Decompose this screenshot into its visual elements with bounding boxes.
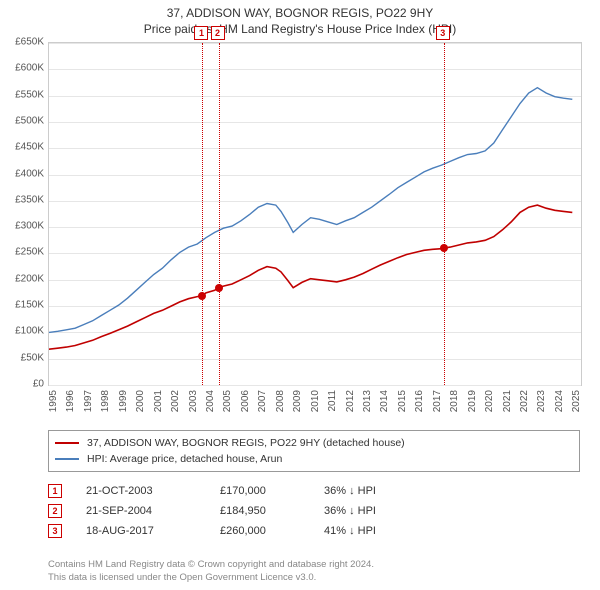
x-axis-tick-label: 2019	[467, 390, 478, 412]
sale-marker-label: 2	[211, 26, 225, 40]
x-axis-tick-label: 2008	[275, 390, 286, 412]
sale-row-marker: 2	[48, 504, 62, 518]
x-axis-tick-label: 2024	[554, 390, 565, 412]
sale-date: 21-SEP-2004	[86, 505, 196, 517]
x-axis-tick-label: 1996	[65, 390, 76, 412]
series-line-price_paid	[49, 205, 572, 349]
series-line-hpi	[49, 88, 572, 333]
x-axis-tick-label: 2012	[345, 390, 356, 412]
footer-line-1: Contains HM Land Registry data © Crown c…	[48, 558, 580, 571]
sale-row-marker: 1	[48, 484, 62, 498]
sale-price: £170,000	[220, 485, 300, 497]
sale-marker-dot	[440, 244, 448, 252]
sale-marker-vline	[202, 43, 203, 385]
sale-row: 1 21-OCT-2003 £170,000 36% ↓ HPI	[48, 484, 580, 498]
legend-row: HPI: Average price, detached house, Arun	[55, 451, 573, 467]
x-axis-tick-label: 2013	[362, 390, 373, 412]
x-axis-tick-label: 2020	[484, 390, 495, 412]
chart-title-address: 37, ADDISON WAY, BOGNOR REGIS, PO22 9HY	[0, 6, 600, 20]
chart-plot-area	[48, 42, 582, 386]
x-axis-tick-label: 2004	[205, 390, 216, 412]
x-axis-tick-label: 2007	[257, 390, 268, 412]
legend-swatch	[55, 458, 79, 460]
x-axis-tick-label: 2011	[327, 390, 338, 412]
sale-row-marker: 3	[48, 524, 62, 538]
y-axis-tick-label: £50K	[4, 352, 44, 363]
x-axis-tick-label: 2006	[240, 390, 251, 412]
x-axis-tick-label: 2003	[188, 390, 199, 412]
x-axis-tick-label: 2015	[397, 390, 408, 412]
x-axis-tick-label: 2025	[571, 390, 582, 412]
y-axis-tick-label: £100K	[4, 326, 44, 337]
x-axis-tick-label: 1997	[83, 390, 94, 412]
y-axis-tick-label: £250K	[4, 247, 44, 258]
y-axis-tick-label: £150K	[4, 300, 44, 311]
series-svg	[49, 43, 581, 385]
sale-price: £260,000	[220, 525, 300, 537]
y-axis-tick-label: £200K	[4, 273, 44, 284]
gridline-h	[49, 385, 581, 386]
x-axis-tick-label: 2009	[292, 390, 303, 412]
x-axis-tick-label: 1999	[118, 390, 129, 412]
y-axis-tick-label: £550K	[4, 89, 44, 100]
sale-marker-dot	[198, 292, 206, 300]
chart-subtitle: Price paid vs. HM Land Registry's House …	[0, 22, 600, 36]
y-axis-tick-label: £500K	[4, 115, 44, 126]
x-axis-tick-label: 2002	[170, 390, 181, 412]
sale-marker-vline	[444, 43, 445, 385]
y-axis-tick-label: £350K	[4, 194, 44, 205]
x-axis-tick-label: 2000	[135, 390, 146, 412]
x-axis-tick-label: 2018	[449, 390, 460, 412]
y-axis-tick-label: £450K	[4, 142, 44, 153]
x-axis-tick-label: 2021	[502, 390, 513, 412]
sales-table: 1 21-OCT-2003 £170,000 36% ↓ HPI 2 21-SEP-200…	[48, 478, 580, 544]
x-axis-tick-label: 2016	[414, 390, 425, 412]
sale-price: £184,950	[220, 505, 300, 517]
y-axis-tick-label: £600K	[4, 63, 44, 74]
sale-delta: 41% ↓ HPI	[324, 525, 414, 537]
y-axis-tick-label: £0	[4, 379, 44, 390]
sale-date: 18-AUG-2017	[86, 525, 196, 537]
legend-swatch	[55, 442, 79, 444]
y-axis-tick-label: £650K	[4, 37, 44, 48]
x-axis-tick-label: 2014	[379, 390, 390, 412]
sale-row: 3 18-AUG-2017 £260,000 41% ↓ HPI	[48, 524, 580, 538]
x-axis-tick-label: 2023	[536, 390, 547, 412]
legend-box: 37, ADDISON WAY, BOGNOR REGIS, PO22 9HY …	[48, 430, 580, 472]
sale-marker-label: 3	[436, 26, 450, 40]
sale-marker-dot	[215, 284, 223, 292]
x-axis-tick-label: 2017	[432, 390, 443, 412]
sale-row: 2 21-SEP-2004 £184,950 36% ↓ HPI	[48, 504, 580, 518]
y-axis-tick-label: £300K	[4, 221, 44, 232]
x-axis-tick-label: 2010	[310, 390, 321, 412]
x-axis-tick-label: 2005	[222, 390, 233, 412]
sale-delta: 36% ↓ HPI	[324, 505, 414, 517]
legend-label: HPI: Average price, detached house, Arun	[87, 451, 282, 467]
x-axis-tick-label: 2022	[519, 390, 530, 412]
legend-row: 37, ADDISON WAY, BOGNOR REGIS, PO22 9HY …	[55, 435, 573, 451]
sale-marker-vline	[219, 43, 220, 385]
legend-label: 37, ADDISON WAY, BOGNOR REGIS, PO22 9HY …	[87, 435, 405, 451]
sale-delta: 36% ↓ HPI	[324, 485, 414, 497]
x-axis-tick-label: 1995	[48, 390, 59, 412]
sale-date: 21-OCT-2003	[86, 485, 196, 497]
sale-marker-label: 1	[194, 26, 208, 40]
x-axis-tick-label: 2001	[153, 390, 164, 412]
attribution-footer: Contains HM Land Registry data © Crown c…	[48, 558, 580, 584]
x-axis-tick-label: 1998	[100, 390, 111, 412]
y-axis-tick-label: £400K	[4, 168, 44, 179]
footer-line-2: This data is licensed under the Open Gov…	[48, 571, 580, 584]
